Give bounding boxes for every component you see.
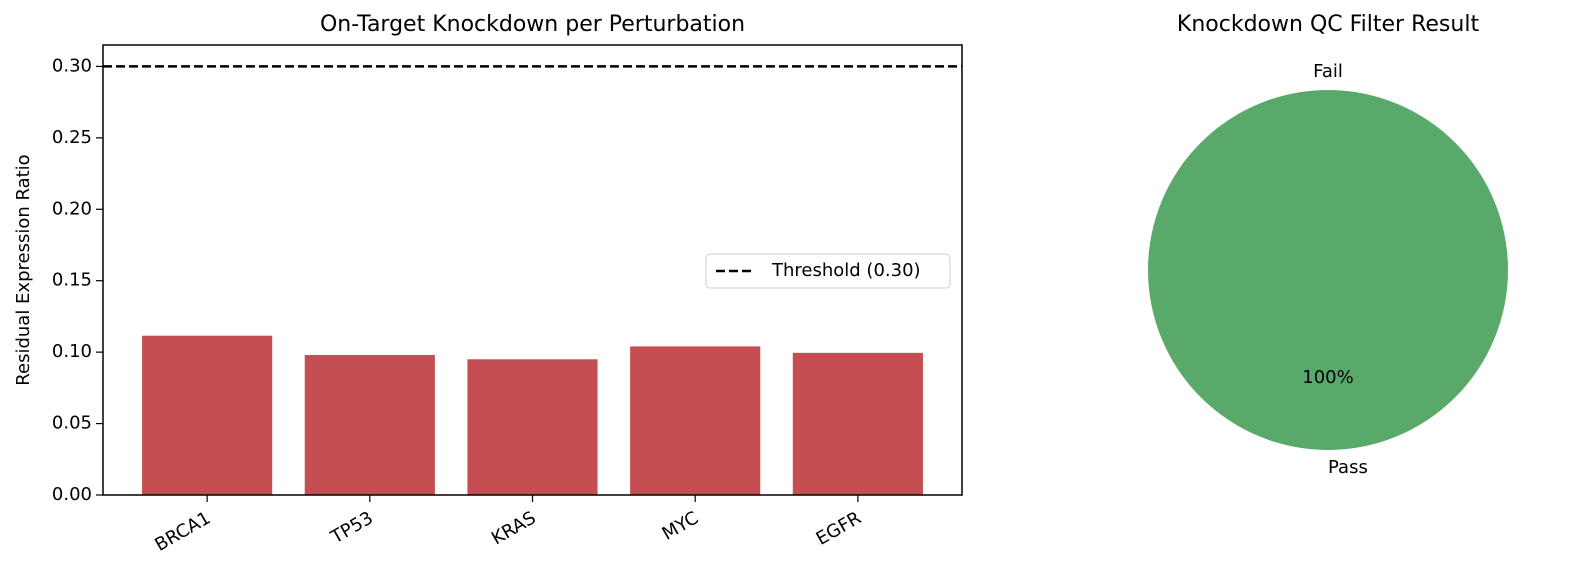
- pie-label: Fail: [1313, 61, 1343, 82]
- bar: [304, 355, 435, 495]
- pie-label: Pass: [1328, 457, 1368, 478]
- chart-title: Knockdown QC Filter Result: [1177, 12, 1480, 37]
- pie-slice: [1148, 90, 1508, 450]
- pie-value-label: 100%: [1302, 367, 1353, 388]
- y-axis-label: Residual Expression Ratio: [13, 154, 34, 385]
- bar: [142, 335, 273, 495]
- bar: [792, 352, 923, 495]
- bar: [467, 359, 598, 495]
- legend-box: [705, 253, 951, 289]
- y-tick-label: 0.30: [52, 55, 92, 76]
- legend-label: Threshold (0.30): [771, 260, 921, 281]
- y-tick-label: 0.10: [52, 341, 92, 362]
- y-tick-label: 0.05: [52, 413, 92, 434]
- bar: [630, 346, 761, 495]
- y-tick-label: 0.00: [52, 484, 92, 505]
- y-tick-label: 0.15: [52, 270, 92, 291]
- plot-frame: [102, 44, 963, 496]
- chart-title: On-Target Knockdown per Perturbation: [320, 12, 745, 37]
- y-tick-label: 0.25: [52, 127, 92, 148]
- y-tick-label: 0.20: [52, 198, 92, 219]
